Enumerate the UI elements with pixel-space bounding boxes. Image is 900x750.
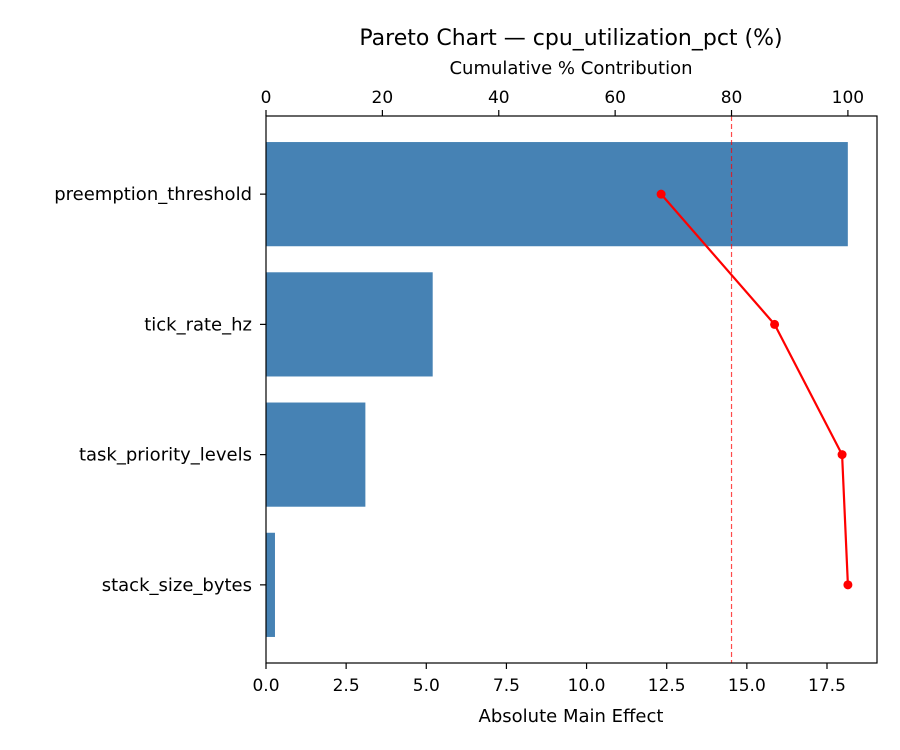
bottom-tick-label: 10.0 [568,676,606,696]
plot-frame [265,115,878,664]
bottom-tick-label: 7.5 [493,676,520,696]
bottom-tick-label: 12.5 [648,676,686,696]
category-axis-ticks: preemption_threshold tick_rate_hz task_pri… [54,184,266,596]
bottom-tick-label: 15.0 [728,676,766,696]
bars-group [266,142,848,637]
top-axis-ticks: 0 20 40 60 80 100 [261,88,864,116]
bar-preemption-threshold [266,142,848,247]
top-tick-label: 100 [832,88,864,108]
cumulative-line [660,193,850,585]
category-label: stack_size_bytes [102,575,252,596]
top-tick-label: 60 [604,88,626,108]
top-tick-label: 0 [261,88,272,108]
top-tick-label: 40 [488,88,510,108]
bottom-tick-label: 2.5 [333,676,360,696]
cumulative-point-preemption-threshold [656,189,666,199]
category-label: tick_rate_hz [144,314,252,335]
top-tick-label: 80 [721,88,743,108]
bottom-tick-label: 17.5 [808,676,846,696]
top-axis-label: Cumulative % Contribution [449,58,692,79]
bottom-tick-label: 0.0 [252,676,279,696]
category-label: task_priority_levels [79,445,252,466]
cumulative-point-tick-rate-hz [770,319,780,329]
bar-stack-size-bytes [266,532,275,637]
category-label: preemption_threshold [54,184,252,205]
bar-tick-rate-hz [266,272,433,377]
chart-title: Pareto Chart — cpu_utilization_pct (%) [359,26,782,51]
cumulative-point-stack-size-bytes [843,580,853,590]
top-tick-label: 20 [372,88,394,108]
bar-task-priority-levels [266,402,366,507]
bottom-axis-ticks: 0.0 2.5 5.0 7.5 10.0 12.5 15.0 17.5 [252,663,846,696]
cumulative-line-group [656,189,853,590]
bottom-axis-label: Absolute Main Effect [479,706,664,727]
cumulative-point-task-priority-levels [837,450,847,460]
bottom-tick-label: 5.0 [413,676,440,696]
